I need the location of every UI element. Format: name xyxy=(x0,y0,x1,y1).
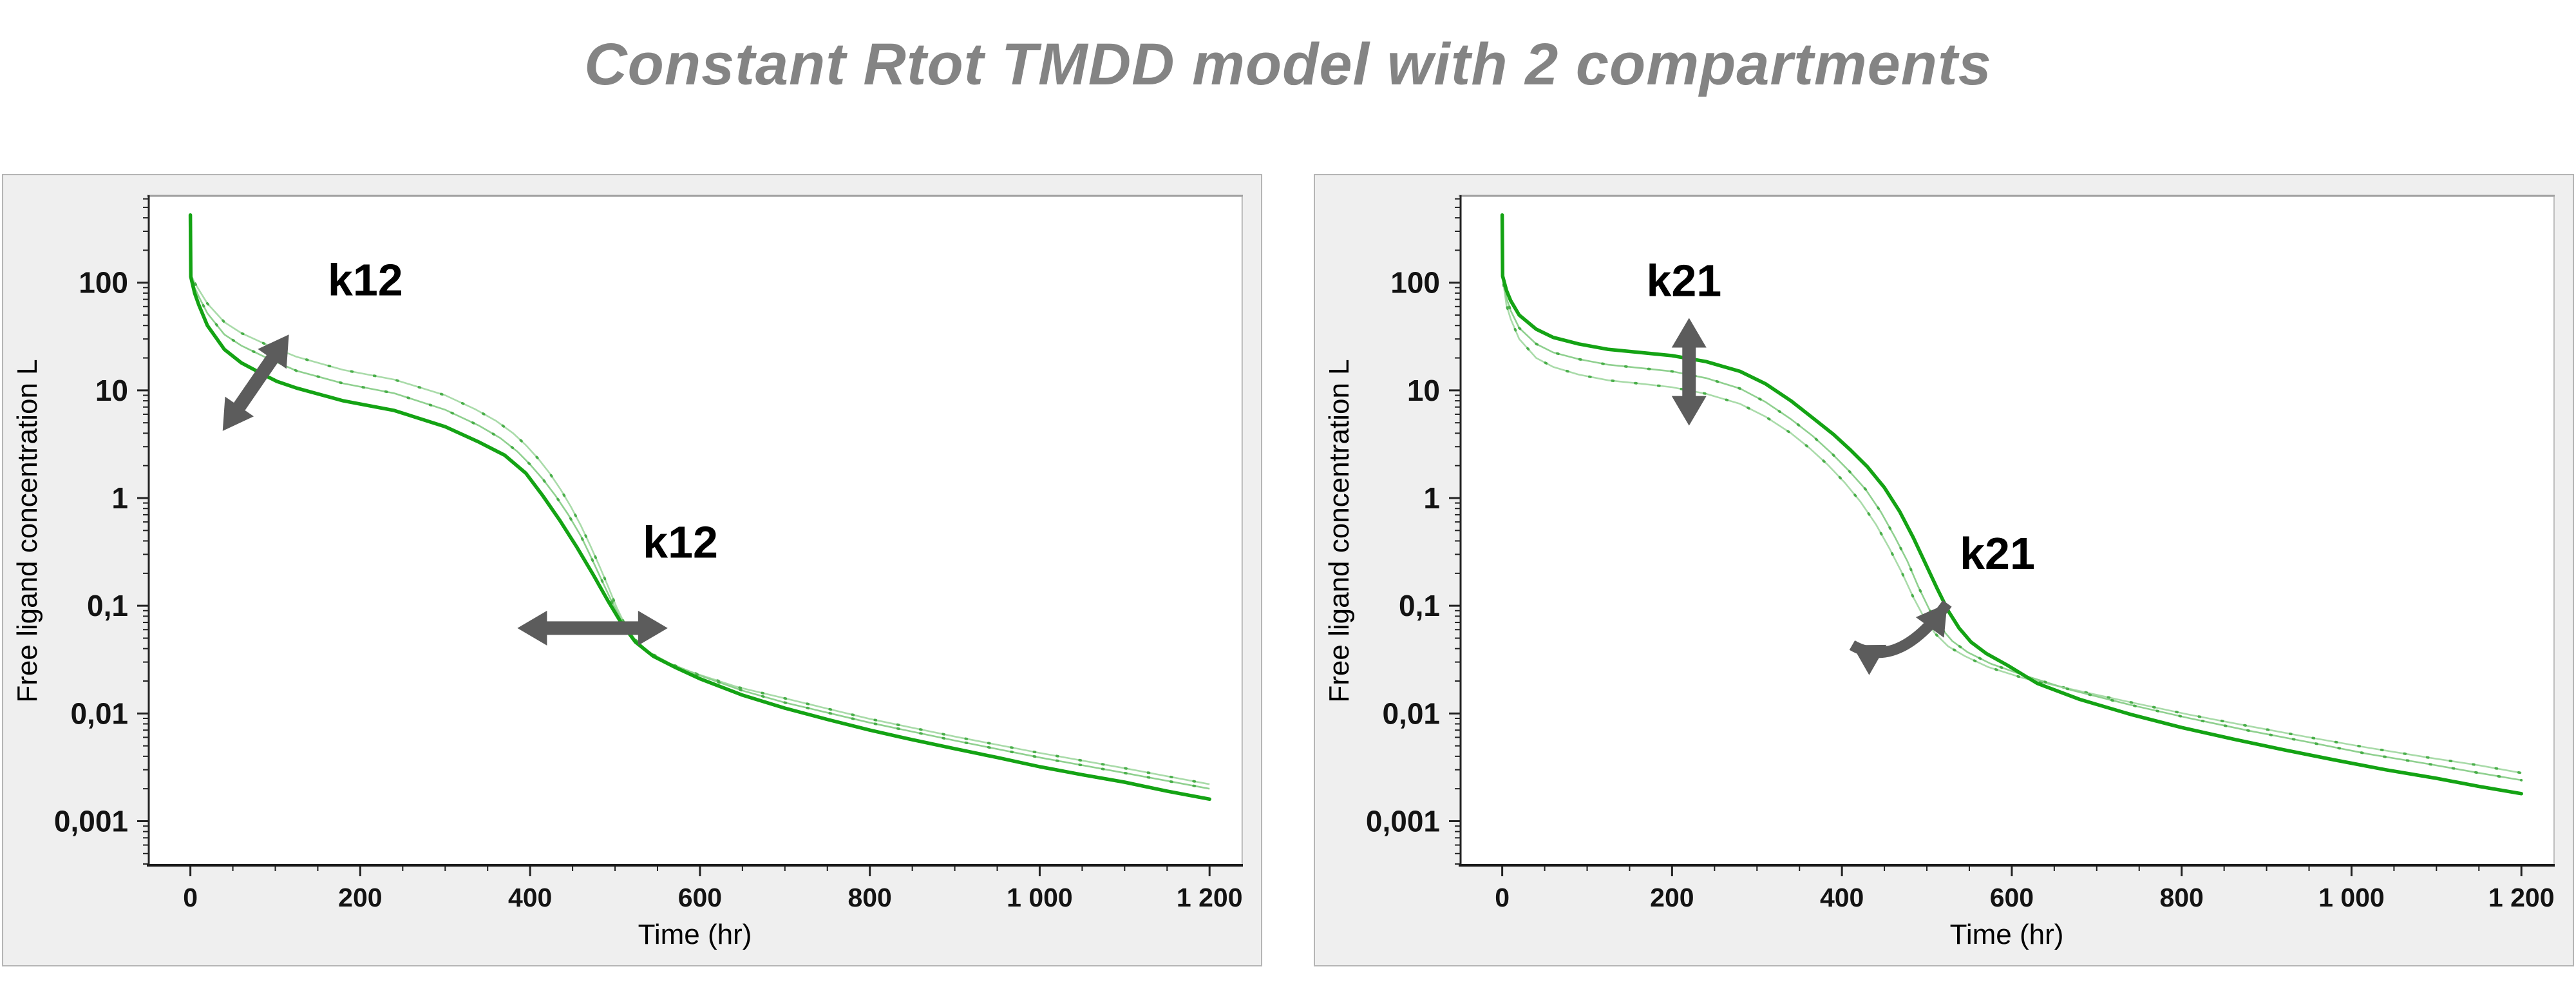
svg-text:400: 400 xyxy=(1820,883,1864,912)
svg-text:1 000: 1 000 xyxy=(1007,883,1073,912)
svg-text:0: 0 xyxy=(1495,883,1510,912)
svg-text:800: 800 xyxy=(848,883,891,912)
svg-text:k21: k21 xyxy=(1646,256,1721,306)
svg-text:200: 200 xyxy=(338,883,382,912)
svg-text:Free ligand concentration L: Free ligand concentration L xyxy=(12,359,43,702)
svg-text:Time (hr): Time (hr) xyxy=(1950,919,2064,950)
svg-text:Free ligand concentration L: Free ligand concentration L xyxy=(1323,359,1355,702)
svg-text:100: 100 xyxy=(79,266,128,300)
svg-text:1 200: 1 200 xyxy=(2488,883,2555,912)
svg-text:10: 10 xyxy=(1407,374,1440,407)
right-plot: 100 10 1 0,1 0,01 0,001 0 200 400 600 800 1 000 1 20… xyxy=(1323,195,2555,950)
left-chart-panel: 100 10 1 0,1 0,01 0,001 0 200 400 600 800 1 000 1 20… xyxy=(2,174,1262,966)
svg-text:400: 400 xyxy=(508,883,552,912)
page-title: Constant Rtot TMDD model with 2 compartm… xyxy=(584,32,1992,97)
svg-text:0,1: 0,1 xyxy=(1399,589,1440,622)
svg-text:0,01: 0,01 xyxy=(1382,696,1440,730)
svg-text:0,001: 0,001 xyxy=(1366,804,1440,838)
svg-text:1: 1 xyxy=(111,481,128,515)
svg-text:800: 800 xyxy=(2159,883,2203,912)
svg-text:0,001: 0,001 xyxy=(54,804,128,838)
svg-text:0,1: 0,1 xyxy=(87,589,128,622)
svg-text:10: 10 xyxy=(95,374,128,407)
svg-text:200: 200 xyxy=(1650,883,1694,912)
svg-text:Time (hr): Time (hr) xyxy=(638,919,752,950)
svg-text:k12: k12 xyxy=(643,517,718,567)
svg-text:1 200: 1 200 xyxy=(1177,883,1243,912)
left-plot: 100 10 1 0,1 0,01 0,001 0 200 400 600 800 1 000 1 20… xyxy=(12,195,1243,950)
svg-text:k12: k12 xyxy=(328,255,403,305)
svg-text:1 000: 1 000 xyxy=(2318,883,2385,912)
svg-text:100: 100 xyxy=(1390,266,1440,300)
svg-text:0,01: 0,01 xyxy=(70,696,128,730)
svg-text:k21: k21 xyxy=(1960,528,2035,579)
svg-text:600: 600 xyxy=(678,883,722,912)
svg-text:0: 0 xyxy=(183,883,198,912)
svg-text:600: 600 xyxy=(1990,883,2034,912)
svg-text:1: 1 xyxy=(1423,481,1440,515)
right-chart-panel: 100 10 1 0,1 0,01 0,001 0 200 400 600 800 1 000 1 20… xyxy=(1314,174,2574,966)
